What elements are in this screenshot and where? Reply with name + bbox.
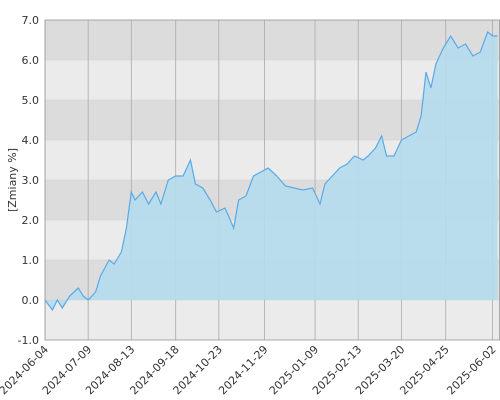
y-tick-label: 2.0 xyxy=(22,214,40,227)
y-tick-label: 1.0 xyxy=(22,254,40,267)
x-tick-label: 2024-11-29 xyxy=(216,343,270,397)
x-tick-label: 2025-06-02 xyxy=(444,343,498,397)
grid-band xyxy=(45,300,500,340)
line xyxy=(44,31,498,312)
y-tick-label: -1.0 xyxy=(18,334,39,347)
y-tick-label: 5.0 xyxy=(22,94,40,107)
y-tick-label: 0.0 xyxy=(22,294,40,307)
grid-band xyxy=(45,20,500,60)
y-tick-label: 4.0 xyxy=(22,134,40,147)
y-tick-label: 7.0 xyxy=(22,14,40,27)
y-tick-label: 3.0 xyxy=(22,174,40,187)
y-tick-label: 6.0 xyxy=(22,54,40,67)
y-axis-label: [Zmiany %] xyxy=(6,148,19,212)
